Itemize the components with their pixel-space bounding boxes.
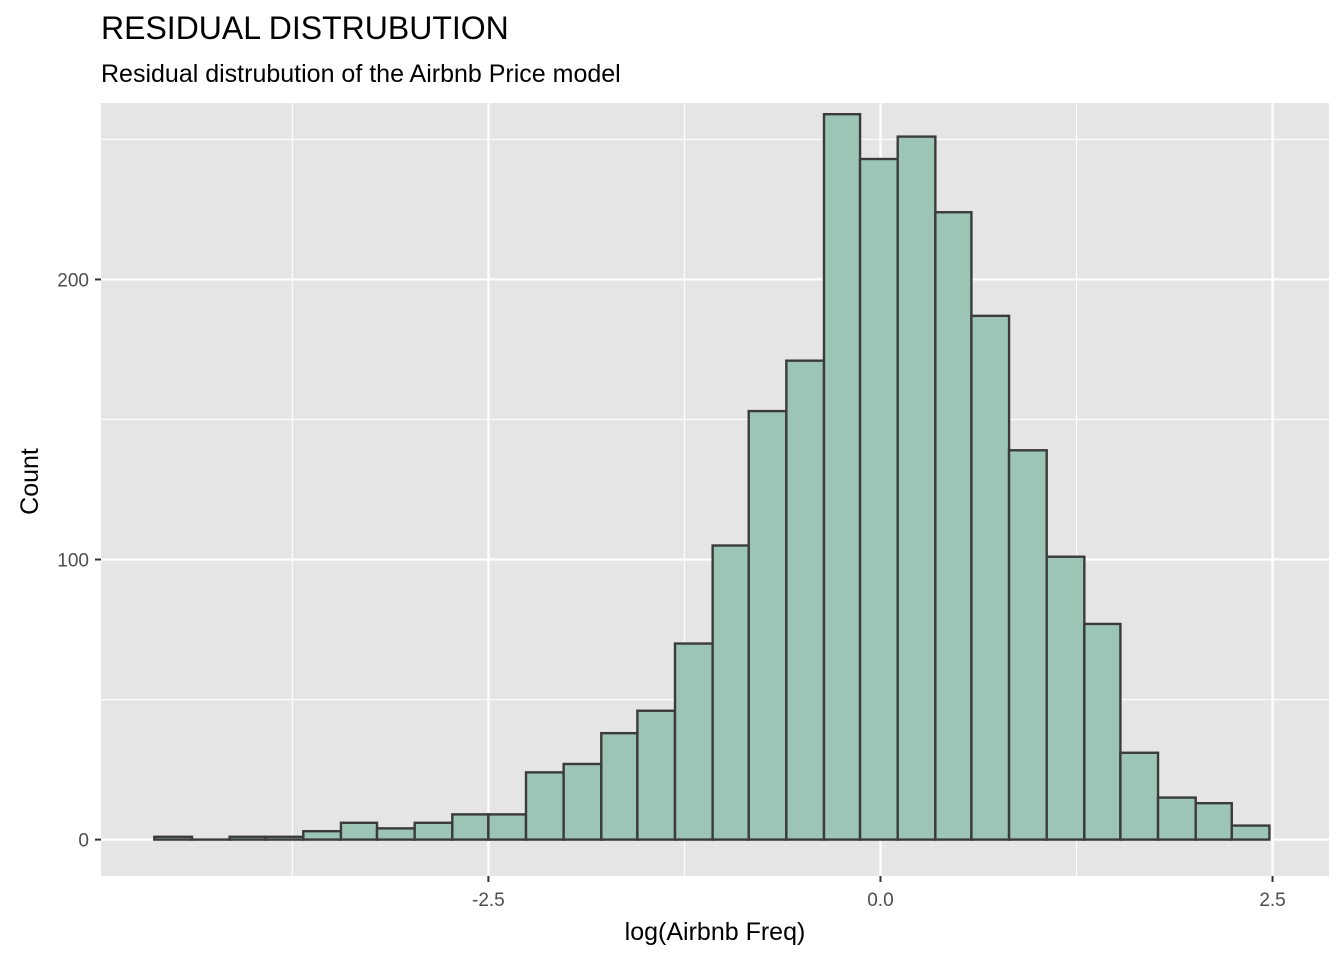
histogram-bar xyxy=(1045,555,1086,841)
histogram-bar xyxy=(858,157,899,841)
x-tick-label: 2.5 xyxy=(1259,890,1285,911)
y-tick-label: 100 xyxy=(57,551,89,572)
histogram-bar xyxy=(636,709,677,841)
y-axis-title: Count xyxy=(16,448,44,515)
x-tick-label: 0.0 xyxy=(867,890,893,911)
histogram-bar xyxy=(1007,449,1048,841)
histogram-bar xyxy=(413,821,454,841)
histogram-bar xyxy=(1083,622,1122,841)
chart-subtitle: Residual distrubution of the Airbnb Pric… xyxy=(101,60,621,88)
histogram-bar xyxy=(747,409,788,841)
histogram-bar xyxy=(673,642,714,841)
histogram-bar xyxy=(451,813,490,841)
histogram-bar xyxy=(302,829,343,841)
histogram-bar xyxy=(1194,801,1233,841)
histogram-bar xyxy=(1119,751,1160,841)
histogram-bar xyxy=(822,113,862,841)
histogram-bar xyxy=(934,211,973,841)
histogram-bar xyxy=(153,835,194,841)
histogram-bar xyxy=(896,135,937,841)
histogram-bar xyxy=(228,835,267,841)
y-tick-label: 0 xyxy=(78,831,89,852)
y-axis: 0 100 200 xyxy=(57,270,101,852)
histogram-bar xyxy=(487,813,528,841)
histogram-bar xyxy=(524,771,565,841)
x-tick-label: -2.5 xyxy=(472,890,505,911)
histogram-bar xyxy=(562,762,603,841)
histogram-bars xyxy=(153,113,1271,841)
histogram-bar xyxy=(600,731,639,841)
histogram-bar xyxy=(1156,796,1197,841)
histogram-bar xyxy=(970,314,1011,841)
y-tick-label: 200 xyxy=(57,270,89,291)
histogram-bar xyxy=(264,835,305,841)
histogram-bar xyxy=(375,827,416,841)
x-axis-title: log(Airbnb Freq) xyxy=(625,918,806,946)
chart-title: RESIDUAL DISTRUBUTION xyxy=(101,10,509,46)
x-axis: -2.5 0.0 2.5 xyxy=(472,876,1286,911)
histogram-bar xyxy=(1230,824,1271,841)
histogram-bar xyxy=(339,821,379,841)
histogram-bar xyxy=(785,359,826,841)
histogram-bar xyxy=(711,544,750,841)
